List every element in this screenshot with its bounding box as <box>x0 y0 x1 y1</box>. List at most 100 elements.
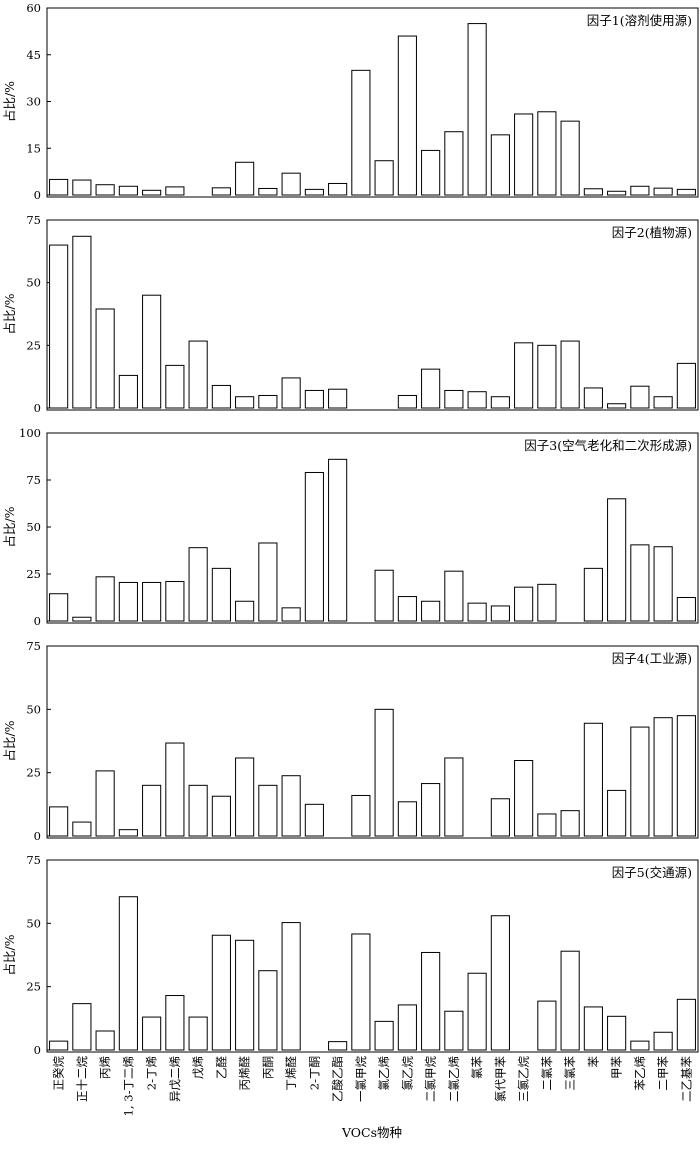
bar-氯苯 <box>467 391 487 409</box>
bar-苯乙烯 <box>630 726 650 837</box>
bar-戊烯 <box>188 784 208 837</box>
y-tick-label: 50 <box>26 916 41 930</box>
bar-苯 <box>583 188 603 196</box>
x-tick-label: 二氯苯 <box>540 1056 554 1091</box>
x-tick-label: 二乙基苯 <box>679 1056 693 1102</box>
y-tick-label: 0 <box>34 614 41 628</box>
bar-一氯甲烷 <box>351 69 371 196</box>
bar-丙烯醛 <box>235 396 255 409</box>
y-tick-label: 50 <box>26 702 41 716</box>
bar-丙酮 <box>258 784 278 837</box>
bar-二氯甲烷 <box>421 368 441 409</box>
bar-甲苯 <box>607 190 627 196</box>
panel-title: 因子5(交通源) <box>612 865 692 880</box>
bar-甲苯 <box>607 498 627 622</box>
bar-苯乙烯 <box>630 1040 650 1051</box>
panel-frame <box>46 859 699 1053</box>
bar-氯代甲苯 <box>490 396 510 409</box>
panel-frame <box>46 645 699 839</box>
x-tick-label: 甲苯 <box>610 1056 624 1079</box>
bar-丙酮 <box>258 970 278 1051</box>
bar-氯乙烷 <box>397 1004 417 1051</box>
bar-戊烯 <box>188 1016 208 1051</box>
panel-title: 因子4(工业源) <box>612 651 692 666</box>
chart-panel-3: 0 25 50 75 100 占比/% 因子3(空气老化和二次形成源) <box>2 426 699 628</box>
x-tick-label: 1, 3-丁二烯 <box>121 1056 135 1116</box>
y-tick-label: 25 <box>26 766 41 780</box>
bar-正十二烷 <box>72 235 92 409</box>
x-tick-label: 三氯苯 <box>563 1056 577 1091</box>
x-axis-label: VOCs物种 <box>341 1125 402 1140</box>
bar-丙烯 <box>95 308 115 409</box>
bar-氯乙烷 <box>397 35 417 196</box>
y-tick-label: 45 <box>26 48 41 62</box>
bar-2-丁酮 <box>304 188 324 196</box>
bar-异戊二烯 <box>165 581 185 622</box>
bar-异戊二烯 <box>165 995 185 1051</box>
bar-甲苯 <box>607 789 627 837</box>
bar-氯苯 <box>467 23 487 196</box>
bar-氯苯 <box>467 972 487 1051</box>
bar-乙酸乙酯 <box>328 388 348 409</box>
x-tick-label: 二氯乙烯 <box>447 1056 461 1102</box>
x-tick-label: 氯苯 <box>470 1056 484 1079</box>
y-tick-label: 25 <box>26 567 41 581</box>
bar-1, 3-丁二烯 <box>118 829 138 837</box>
x-tick-label: 氯代甲苯 <box>493 1056 507 1102</box>
bar-氯乙烯 <box>374 708 394 837</box>
x-tick-label: 丁烯醛 <box>284 1056 298 1091</box>
y-axis-label: 占比/% <box>2 506 17 547</box>
bar-氯乙烯 <box>374 160 394 196</box>
bar-氯乙烯 <box>374 1020 394 1051</box>
bar-异戊二烯 <box>165 364 185 409</box>
y-tick-label: 100 <box>19 426 41 440</box>
bar-丙烯 <box>95 576 115 622</box>
x-tick-label: 正癸烷 <box>52 1056 66 1091</box>
bar-正十二烷 <box>72 821 92 837</box>
y-tick-label: 50 <box>26 276 41 290</box>
bar-2-丁酮 <box>304 803 324 837</box>
bar-正癸烷 <box>49 244 69 409</box>
bar-二氯乙烯 <box>444 389 464 409</box>
panel-frame <box>46 432 699 624</box>
bar-苯 <box>583 567 603 622</box>
bar-丙酮 <box>258 187 278 196</box>
y-axis-label: 占比/% <box>2 934 17 975</box>
x-tick-label: 丙烯 <box>98 1056 112 1079</box>
y-tick-label: 25 <box>26 338 41 352</box>
bar-二氯甲烷 <box>421 783 441 837</box>
y-axis-label: 占比/% <box>2 720 17 761</box>
bar-氯代甲苯 <box>490 605 510 622</box>
bar-丙酮 <box>258 542 278 622</box>
bar-丙烯 <box>95 770 115 837</box>
bar-乙酸乙酯 <box>328 458 348 622</box>
bar-二氯甲烷 <box>421 149 441 196</box>
bar-氯苯 <box>467 602 487 622</box>
bar-1, 3-丁二烯 <box>118 374 138 409</box>
panel-title: 因子3(空气老化和二次形成源) <box>524 438 692 453</box>
bar-苯乙烯 <box>630 544 650 622</box>
x-tick-label: 丙烯醛 <box>238 1056 252 1091</box>
bar-乙酸乙酯 <box>328 182 348 196</box>
bar-二氯苯 <box>537 583 557 622</box>
bar-三氯乙烷 <box>514 342 534 409</box>
y-tick-label: 0 <box>34 829 41 843</box>
bar-乙醛 <box>211 187 231 196</box>
bar-二乙基苯 <box>676 188 696 196</box>
x-tick-label: 三氯乙烷 <box>517 1056 531 1102</box>
bar-异戊二烯 <box>165 742 185 837</box>
x-tick-label: 2-丁酮 <box>307 1056 321 1090</box>
x-tick-label: 苯 <box>586 1056 600 1068</box>
bar-苯乙烯 <box>630 385 650 409</box>
x-tick-label: 乙醛 <box>214 1056 228 1079</box>
y-tick-label: 75 <box>26 213 41 227</box>
y-tick-label: 75 <box>26 473 41 487</box>
bar-氯代甲苯 <box>490 798 510 837</box>
x-tick-label: 丙酮 <box>261 1056 275 1079</box>
y-tick-label: 0 <box>34 1043 41 1057</box>
y-tick-label: 15 <box>26 141 41 155</box>
x-tick-label: 异戊二烯 <box>168 1056 182 1102</box>
x-tick-label: 二氯甲烷 <box>424 1056 438 1102</box>
bar-丁烯醛 <box>281 922 301 1051</box>
